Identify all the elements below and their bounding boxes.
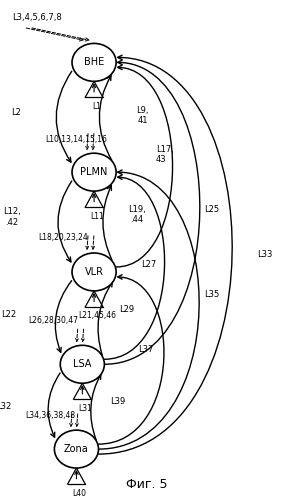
Text: L39: L39 bbox=[110, 397, 125, 406]
FancyArrowPatch shape bbox=[104, 60, 200, 364]
Text: L10,13,14,15,16: L10,13,14,15,16 bbox=[46, 135, 107, 144]
Text: L27: L27 bbox=[141, 260, 156, 269]
Text: L11: L11 bbox=[90, 212, 104, 221]
Text: L33: L33 bbox=[257, 250, 273, 259]
Text: L18,20,23,24: L18,20,23,24 bbox=[38, 233, 88, 242]
Text: L40: L40 bbox=[72, 489, 86, 498]
Text: L31: L31 bbox=[78, 404, 92, 413]
Text: L1: L1 bbox=[93, 102, 101, 111]
FancyArrowPatch shape bbox=[104, 175, 165, 359]
Text: L3,4,5,6,7,8: L3,4,5,6,7,8 bbox=[12, 13, 61, 22]
Text: L21,45,46: L21,45,46 bbox=[78, 311, 116, 320]
Ellipse shape bbox=[60, 345, 104, 383]
Text: L32: L32 bbox=[0, 402, 11, 411]
Text: L37: L37 bbox=[138, 345, 153, 354]
Ellipse shape bbox=[54, 430, 98, 468]
FancyArrowPatch shape bbox=[98, 170, 199, 449]
Text: L35: L35 bbox=[204, 290, 220, 299]
Text: L19,
.44: L19, .44 bbox=[128, 205, 146, 224]
Text: L22: L22 bbox=[1, 310, 16, 319]
Ellipse shape bbox=[72, 43, 116, 81]
Text: L17,
43: L17, 43 bbox=[156, 145, 174, 164]
Text: BHE: BHE bbox=[84, 57, 104, 67]
Text: PLMN: PLMN bbox=[80, 167, 108, 177]
Text: L12,
.42: L12, .42 bbox=[3, 208, 21, 227]
Text: Zona: Zona bbox=[64, 444, 89, 454]
Text: L34,36,38,48: L34,36,38,48 bbox=[25, 411, 75, 420]
Text: L2: L2 bbox=[11, 108, 21, 117]
Text: L25: L25 bbox=[204, 205, 219, 214]
Text: VLR: VLR bbox=[85, 267, 103, 277]
Text: Фиг. 5: Фиг. 5 bbox=[126, 478, 168, 491]
Ellipse shape bbox=[72, 253, 116, 291]
Text: L9,
41: L9, 41 bbox=[136, 106, 149, 125]
Text: L26,28,30,47: L26,28,30,47 bbox=[28, 316, 78, 325]
FancyArrowPatch shape bbox=[116, 65, 173, 267]
Text: LSA: LSA bbox=[73, 359, 91, 369]
FancyArrowPatch shape bbox=[98, 55, 232, 454]
Ellipse shape bbox=[72, 153, 116, 191]
FancyArrowPatch shape bbox=[98, 275, 164, 444]
Text: L29: L29 bbox=[119, 305, 134, 314]
